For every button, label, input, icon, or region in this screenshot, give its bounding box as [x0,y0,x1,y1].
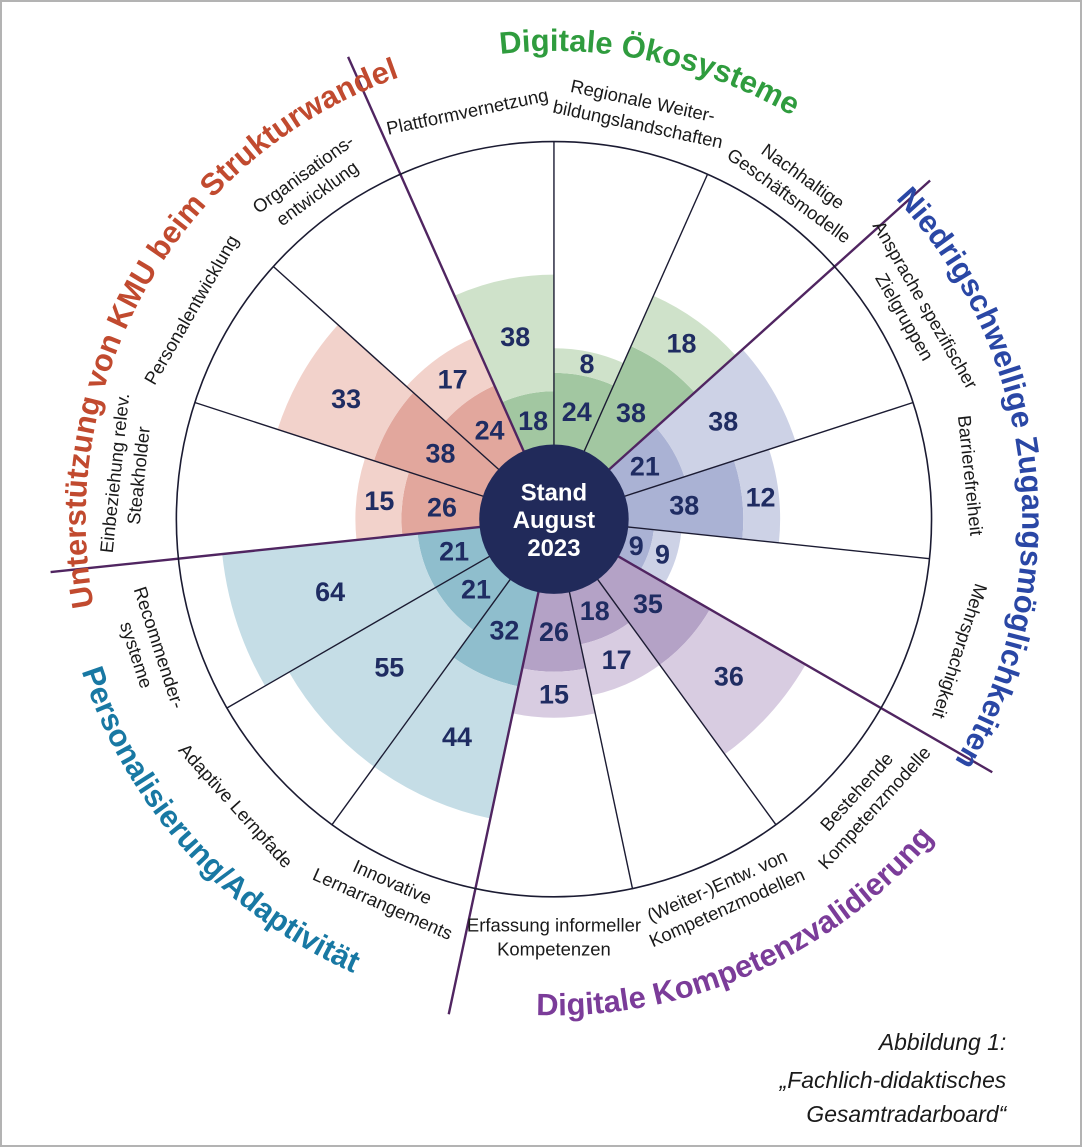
sector-band-outer [406,337,495,422]
figure-caption-line: Gesamtradarboard“ [806,1101,1007,1127]
sector-band-outer [277,324,414,461]
value-label-inner: 26 [427,492,457,522]
value-label-inner: 21 [461,574,491,604]
spoke-line [568,590,634,889]
category-divider-line [50,525,482,574]
value-label-outer: 55 [374,652,404,682]
sector-band-inner [596,555,710,665]
spoke-label: Erfassung informeller Kompetenzen [467,915,641,960]
sector-band-outer [512,668,596,718]
value-label-outer: 44 [442,722,472,752]
sector-band-inner [522,590,586,672]
sector-band-inner [553,372,614,453]
spoke-line [226,554,492,709]
sector-band-outer [640,529,682,584]
spoke-line [331,577,512,826]
value-label-inner: 38 [616,398,646,428]
value-label-outer: 33 [331,384,361,414]
sector-band-inner [417,526,491,588]
sector-band-outer [355,457,409,540]
spoke-line [582,173,709,454]
value-label-inner: 24 [562,397,592,427]
value-label-outer: 15 [539,680,569,710]
spoke-label: Plattformvernetzung [384,84,550,139]
value-label-inner: 35 [633,589,663,619]
category-divider-line [347,56,526,454]
spoke-label: Regionale Weiter-bildungslandschaften [551,75,725,152]
value-label-outer: 64 [315,577,345,607]
value-label-outer: 17 [438,365,468,395]
sector-band-inner [445,385,525,471]
sector-band-outer [734,449,781,543]
value-label-outer: 9 [655,539,670,569]
value-label-outer: 18 [667,329,697,359]
value-label-inner: 26 [539,617,569,647]
sector-band-outer [655,349,796,477]
center-label-line: Stand [521,479,587,506]
value-label-outer: 38 [708,406,738,436]
spoke-line [596,577,777,826]
category-divider-line [616,554,993,774]
spoke-line [622,401,914,498]
sector-band-inner [435,555,512,631]
value-label-outer: 36 [714,662,744,692]
center-label-line: August [513,507,595,534]
center-label-line: 2023 [527,535,580,562]
band-layer [222,274,806,819]
spoke-label-line: Kompetenzen [497,939,611,960]
spoke-line [626,526,930,560]
sector-band-outer [659,609,806,755]
spoke-label: Einbeziehung relev.Steakholder [96,392,154,554]
figure-caption-line: „Fachlich-didaktisches [779,1067,1007,1093]
spoke-label: Barrierefreiheit [954,414,988,536]
value-label-outer: 12 [746,482,776,512]
value-label-outer: 17 [602,645,632,675]
value-label-inner: 9 [629,531,644,561]
category-divider-line [607,179,931,472]
value-label-outer: 8 [579,349,594,379]
center-circle [479,444,629,594]
value-label-inner: 18 [580,596,610,626]
sector-band-outer [374,657,519,819]
spoke-label-line: Plattformvernetzung [384,84,550,139]
figure-caption-line: Abbildung 1: [877,1029,1006,1055]
sector-band-inner [453,578,539,687]
value-label-inner: 24 [475,416,505,446]
sector-band-inner [569,578,630,645]
value-label-inner: 32 [489,615,519,645]
sector-band-inner [608,427,685,497]
spoke-line [194,401,485,498]
sector-band-outer [580,622,660,696]
sector-band-inner [401,472,485,536]
outer-circle [175,140,933,898]
sector-band-outer [288,587,474,767]
value-label-outer: 38 [500,322,530,352]
sector-band-outer [553,348,624,386]
spoke-label-line: Barrierefreiheit [954,414,988,536]
sector-band-outer [222,533,436,686]
value-label-inner: 18 [518,406,548,436]
line-layer [50,56,993,1015]
value-label-outer: 15 [364,486,394,516]
value-label-inner: 21 [630,452,660,482]
sector-band-inner [623,460,744,539]
sector-band-inner [501,391,554,453]
sector-band-inner [583,346,695,471]
sector-band-outer [630,295,736,393]
sector-band-outer [454,274,554,403]
spoke-line [272,266,501,472]
spoke-label-line: Erfassung informeller [467,915,641,936]
value-label-inner: 38 [426,439,456,469]
category-divider-line [447,590,540,1015]
value-label-inner: 21 [439,537,469,567]
value-label-inner: 38 [669,490,699,520]
